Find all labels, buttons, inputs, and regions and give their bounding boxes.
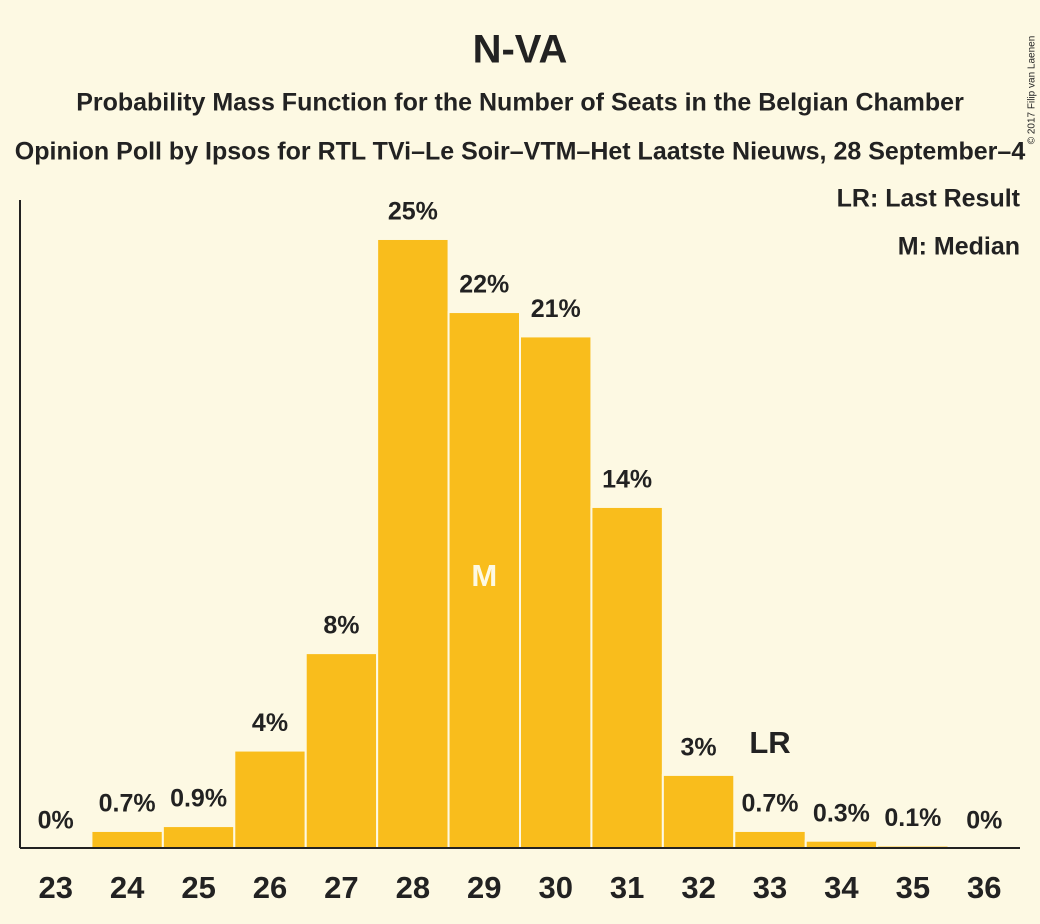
x-tick-label: 26	[253, 870, 287, 905]
bar	[161, 825, 236, 850]
x-tick-label: 27	[324, 870, 358, 905]
x-tick-label: 25	[181, 870, 215, 905]
value-label: 8%	[323, 612, 359, 640]
value-label: 0.7%	[742, 790, 799, 818]
value-label: 0.1%	[884, 804, 941, 832]
bar	[304, 652, 379, 850]
x-tick-label: 29	[467, 870, 501, 905]
bar	[376, 237, 450, 850]
bar	[661, 773, 736, 850]
value-label: 3%	[681, 734, 717, 762]
bar	[804, 839, 879, 849]
x-tick-label: 35	[896, 870, 930, 905]
value-label: 0%	[966, 807, 1002, 835]
bar	[590, 505, 664, 849]
marker-label: M	[471, 558, 497, 593]
bar	[90, 829, 164, 850]
value-label: 25%	[388, 198, 438, 226]
value-label: 4%	[252, 709, 288, 737]
value-label: 0.3%	[813, 799, 870, 827]
x-tick-label: 28	[396, 870, 430, 905]
value-label: 0%	[38, 807, 74, 835]
copyright: © 2017 Filip van Laenen	[1027, 36, 1038, 145]
value-label: 0.9%	[170, 785, 227, 813]
x-tick-label: 24	[110, 870, 145, 905]
marker-label: LR	[749, 725, 790, 760]
value-label: 22%	[459, 271, 509, 299]
chart-subtitle: Probability Mass Function for the Number…	[76, 89, 964, 117]
legend-entry: M: Median	[898, 233, 1020, 261]
x-tick-label: 30	[538, 870, 572, 905]
x-tick-label: 36	[967, 870, 1001, 905]
x-tick-label: 33	[753, 870, 787, 905]
x-tick-label: 31	[610, 870, 644, 905]
chart-title: N-VA	[473, 28, 568, 72]
x-tick-label: 23	[38, 870, 72, 905]
chart-subtitle: Opinion Poll by Ipsos for RTL TVi–Le Soi…	[15, 138, 1026, 166]
bar	[519, 335, 593, 849]
x-tick-label: 32	[681, 870, 715, 905]
bar	[447, 311, 522, 849]
x-tick-label: 34	[824, 870, 859, 905]
value-label: 0.7%	[99, 790, 156, 818]
value-label: 14%	[602, 466, 652, 494]
bar	[733, 829, 807, 850]
bar	[233, 749, 307, 850]
legend-entry: LR: Last Result	[837, 185, 1021, 213]
value-label: 21%	[531, 295, 581, 323]
